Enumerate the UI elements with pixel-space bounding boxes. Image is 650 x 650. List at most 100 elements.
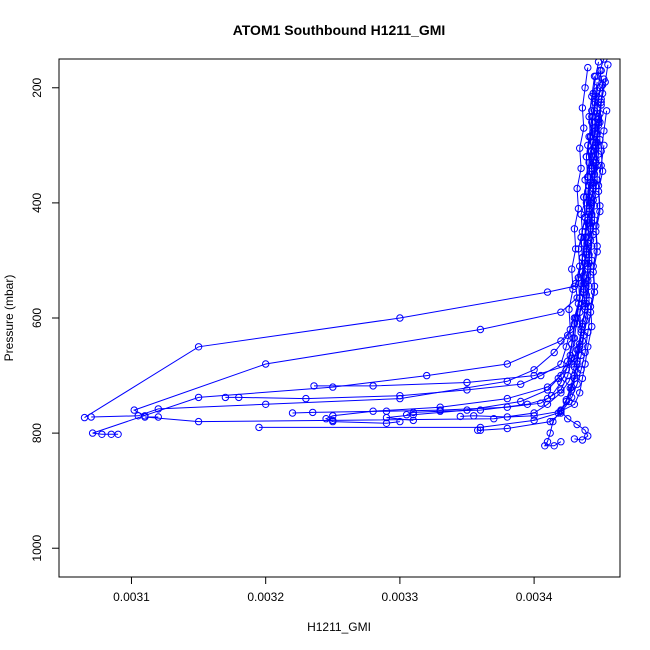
x-tick-label: 0.0032 <box>247 590 284 604</box>
data-point <box>463 378 471 387</box>
data-point <box>602 107 611 115</box>
data-point <box>369 382 377 390</box>
series-15 <box>557 118 603 444</box>
data-point <box>573 184 581 193</box>
data-point <box>578 320 587 328</box>
data-point <box>578 374 587 383</box>
data-point <box>592 222 600 230</box>
data-point <box>463 386 471 394</box>
data-point <box>88 429 97 437</box>
data-point <box>396 417 404 426</box>
data-point <box>572 314 580 322</box>
data-point <box>235 393 243 402</box>
data-point <box>576 294 584 302</box>
x-tick-label: 0.0034 <box>516 590 553 604</box>
data-point <box>541 442 549 450</box>
data-point <box>154 413 163 421</box>
data-point <box>562 366 570 374</box>
data-point <box>396 394 404 403</box>
series-line <box>292 116 593 414</box>
series-9 <box>141 84 604 426</box>
data-point <box>581 279 589 288</box>
data-point <box>594 59 603 66</box>
data-point <box>589 158 597 167</box>
data-point <box>543 288 552 296</box>
data-point <box>573 380 581 388</box>
data-point <box>530 416 538 425</box>
data-point <box>585 133 593 141</box>
data-point <box>584 343 592 351</box>
data-point <box>557 308 565 316</box>
plot-area <box>80 59 612 450</box>
data-point <box>456 412 464 421</box>
data-point <box>570 435 579 443</box>
data-point <box>154 405 163 413</box>
data-point <box>547 392 556 400</box>
data-point <box>423 371 431 380</box>
data-point <box>577 164 585 173</box>
data-point <box>194 417 203 426</box>
data-point <box>577 233 585 242</box>
data-point <box>597 66 605 75</box>
data-point <box>329 416 337 425</box>
data-point <box>255 423 263 432</box>
series-14 <box>288 112 596 417</box>
data-point <box>565 305 573 314</box>
data-point <box>474 426 482 434</box>
data-point <box>562 396 570 404</box>
data-point <box>593 242 601 250</box>
data-point <box>550 348 558 357</box>
data-point <box>586 199 595 207</box>
data-point <box>503 394 511 403</box>
data-point <box>581 426 589 434</box>
data-point <box>262 400 270 408</box>
data-point <box>594 118 603 127</box>
data-point <box>503 377 511 385</box>
data-point <box>581 360 589 368</box>
data-point <box>570 400 579 408</box>
data-point <box>546 429 554 437</box>
data-point <box>309 408 317 417</box>
data-point <box>476 325 485 334</box>
data-point <box>503 424 511 433</box>
series-4 <box>221 63 592 403</box>
data-point <box>503 403 511 411</box>
series-line <box>132 61 599 417</box>
series-line <box>259 93 604 428</box>
series-line <box>91 76 595 418</box>
series-10 <box>255 89 607 432</box>
data-point <box>329 383 337 391</box>
series-line <box>324 79 605 424</box>
data-point <box>589 262 597 270</box>
data-point <box>578 253 587 262</box>
x-axis: 0.0031 0.0032 0.0033 0.0034 <box>113 577 553 604</box>
data-point <box>554 374 562 383</box>
data-point <box>580 193 588 201</box>
data-point <box>585 158 593 167</box>
data-point <box>576 144 584 152</box>
data-point <box>557 407 565 415</box>
data-point <box>566 351 574 360</box>
y-axis-title: Pressure (mbar) <box>2 275 16 362</box>
data-point <box>592 92 600 101</box>
x-tick-label: 0.0031 <box>113 590 150 604</box>
data-point <box>569 285 577 293</box>
data-point <box>503 413 511 421</box>
data-point <box>564 415 572 423</box>
data-point <box>530 366 538 374</box>
data-point <box>597 161 605 170</box>
data-point <box>576 340 584 348</box>
data-point <box>584 239 592 247</box>
data-point <box>584 173 592 181</box>
data-point <box>557 386 565 394</box>
data-point <box>322 415 330 423</box>
data-point <box>592 138 600 147</box>
data-point <box>600 127 608 135</box>
data-point <box>221 393 230 402</box>
data-point <box>566 384 574 392</box>
series-2 <box>130 59 603 420</box>
data-point <box>588 322 596 331</box>
data-point <box>470 412 478 420</box>
